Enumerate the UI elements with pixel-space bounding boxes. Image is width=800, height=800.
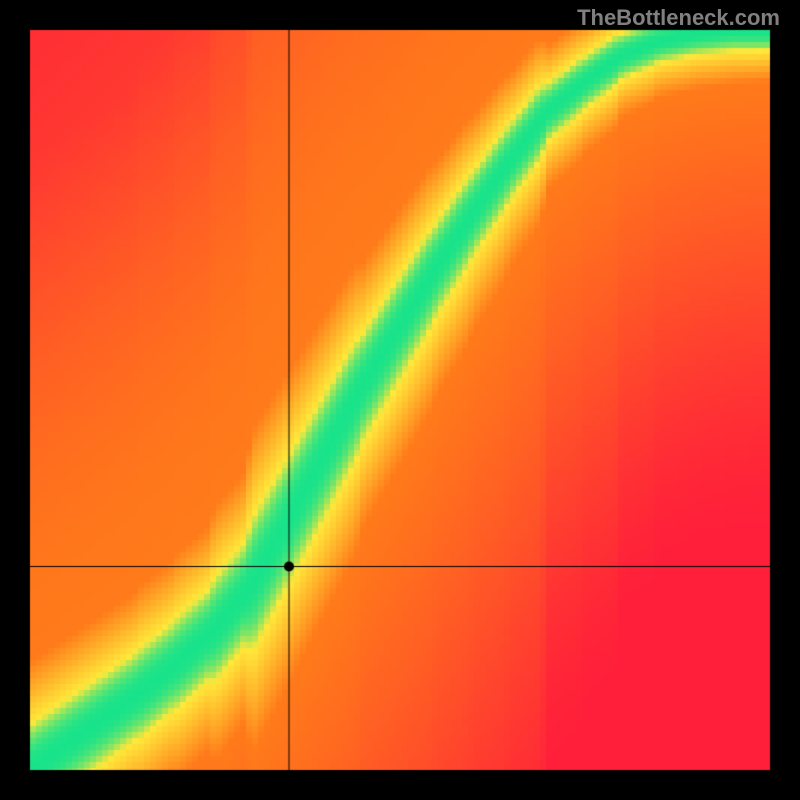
chart-container: TheBottleneck.com xyxy=(0,0,800,800)
bottleneck-heatmap xyxy=(0,0,800,800)
watermark-text: TheBottleneck.com xyxy=(577,5,780,31)
